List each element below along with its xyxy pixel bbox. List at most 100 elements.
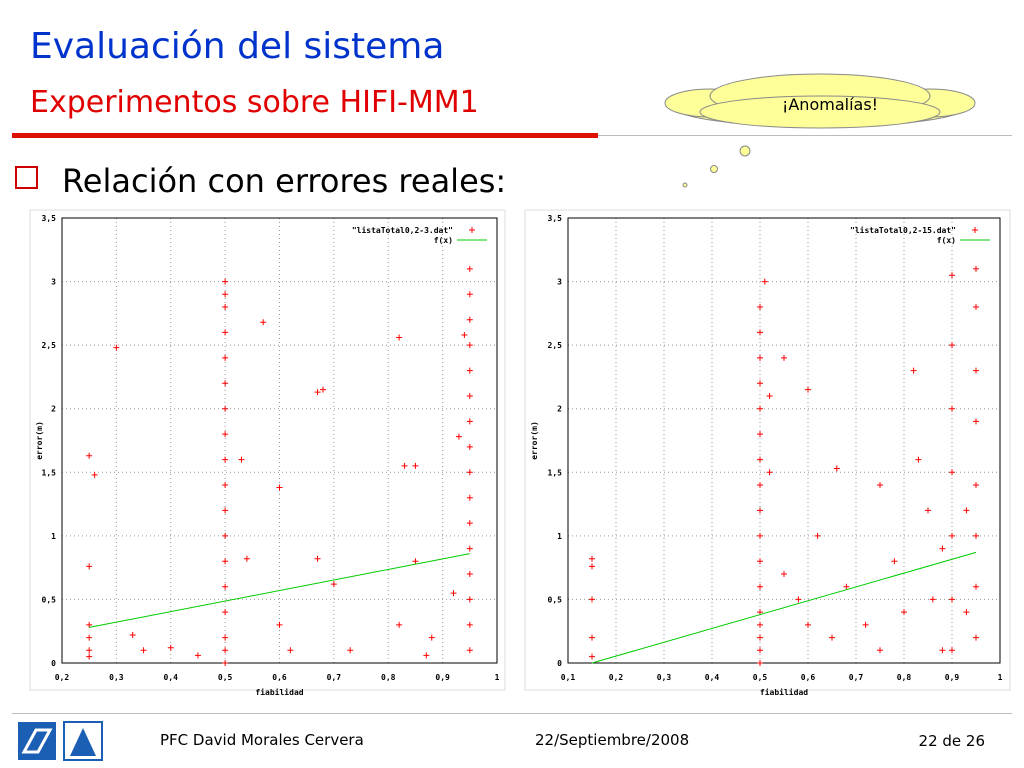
x-tick-label: 0,5 <box>753 673 768 682</box>
scatter-point <box>455 433 462 440</box>
scatter-point <box>276 484 283 491</box>
x-tick-label: 0,8 <box>381 673 396 682</box>
legend-label: "listaTotal0,2-15.dat" <box>850 225 956 235</box>
scatter-point <box>466 596 473 603</box>
scatter-point <box>396 621 403 628</box>
scatter-point <box>466 520 473 527</box>
scatter-point <box>766 393 773 399</box>
scatter-point <box>843 583 850 590</box>
scatter-point <box>757 532 763 539</box>
title-bar <box>12 133 598 138</box>
scatter-point <box>314 555 321 562</box>
x-tick-label: 0,2 <box>55 673 70 682</box>
scatter-point <box>949 532 955 539</box>
scatter-point <box>757 482 763 488</box>
y-tick-label: 2 <box>51 405 56 414</box>
scatter-point <box>86 647 93 654</box>
scatter-point <box>260 319 267 326</box>
scatter-point <box>949 272 955 279</box>
scatter-point <box>466 418 473 425</box>
scatter-point <box>949 342 955 349</box>
footer-page: 22 de 26 <box>919 732 985 750</box>
scatter-point <box>589 634 595 641</box>
plot-frame <box>567 217 1001 664</box>
scatter-point <box>86 452 93 459</box>
scatter-point <box>194 652 201 659</box>
scatter-point <box>222 647 229 654</box>
x-tick-label: 0,5 <box>218 673 233 682</box>
scatter-point <box>862 621 869 628</box>
scatter-point <box>222 583 229 590</box>
y-tick-label: 2,5 <box>548 341 563 350</box>
x-tick-label: 1 <box>495 673 500 682</box>
y-tick-label: 2,5 <box>42 341 57 350</box>
scatter-point <box>589 653 595 660</box>
fit-line <box>591 551 977 664</box>
scatter-point <box>781 571 787 577</box>
callout-text: ¡Anomalías! <box>782 95 878 114</box>
scatter-point <box>757 405 763 412</box>
x-axis-label: fiabilidad <box>760 687 808 697</box>
x-tick-label: 0,9 <box>945 673 960 682</box>
fit-line <box>89 553 470 628</box>
chart-background <box>29 209 506 691</box>
scatter-point <box>466 621 473 628</box>
scatter-point <box>939 545 946 552</box>
y-tick-label: 1 <box>557 532 562 541</box>
scatter-point <box>466 316 473 323</box>
scatter-point <box>973 482 979 488</box>
legend-label: f(x) <box>434 236 453 245</box>
scatter-point <box>222 456 229 463</box>
scatter-point <box>222 329 229 336</box>
scatter-point <box>973 265 979 272</box>
y-tick-label: 3,5 <box>42 214 57 223</box>
bullet-text: Relación con errores reales: <box>62 162 506 200</box>
scatter-point <box>757 558 763 565</box>
chart: 0 0,5 1 1,5 2 2,5 3 3,5 0,1 0,2 0,3 0,4 0,5 0,6 0,7 0,8… <box>524 209 1011 697</box>
scatter-point <box>466 265 473 272</box>
scatter-point <box>973 634 979 641</box>
scatter-point <box>222 532 229 539</box>
y-tick-label: 1,5 <box>42 468 57 477</box>
y-tick-label: 3 <box>51 278 56 287</box>
scatter-point <box>222 507 229 514</box>
y-tick-label: 0 <box>51 659 56 668</box>
scatter-point <box>466 393 473 399</box>
scatter-point <box>461 331 468 338</box>
scatter-point <box>330 581 337 588</box>
scatter-point <box>276 621 283 628</box>
scatter-point <box>222 380 229 387</box>
x-tick-label: 0,1 <box>561 673 576 682</box>
scatter-point <box>222 405 229 412</box>
scatter-point <box>222 609 229 616</box>
scatter-point <box>757 583 763 590</box>
scatter-point <box>86 621 93 628</box>
scatter-point <box>167 644 174 651</box>
x-tick-label: 0,3 <box>657 673 672 682</box>
y-tick-label: 1 <box>51 532 56 541</box>
scatter-point <box>757 431 763 438</box>
x-tick-label: 0,6 <box>272 673 287 682</box>
scatter-point <box>901 609 907 616</box>
scatter-point <box>466 443 473 450</box>
bullet-box <box>15 166 38 189</box>
chart: 0 0,5 1 1,5 2 2,5 3 3,5 0,2 0,3 0,4 0,5 0,6 0,7 0,8 0,9… <box>29 209 506 697</box>
y-tick-label: 0 <box>557 659 562 668</box>
legend-swatch <box>972 227 978 233</box>
scatter-point <box>466 367 473 374</box>
scatter-point <box>833 465 840 472</box>
scatter-point <box>973 583 979 590</box>
scatter-point <box>222 558 229 565</box>
x-tick-label: 0,7 <box>849 673 864 682</box>
x-tick-label: 0,6 <box>801 673 816 682</box>
scatter-point <box>222 354 229 361</box>
scatter-point <box>757 507 763 514</box>
y-tick-label: 3,5 <box>548 214 563 223</box>
scatter-point <box>466 494 473 501</box>
scatter-point <box>929 596 936 603</box>
scatter-point <box>222 304 229 310</box>
scatter-point <box>589 555 595 562</box>
callout-cloud <box>664 73 976 188</box>
scatter-point <box>423 652 430 659</box>
scatter-point <box>401 462 408 469</box>
